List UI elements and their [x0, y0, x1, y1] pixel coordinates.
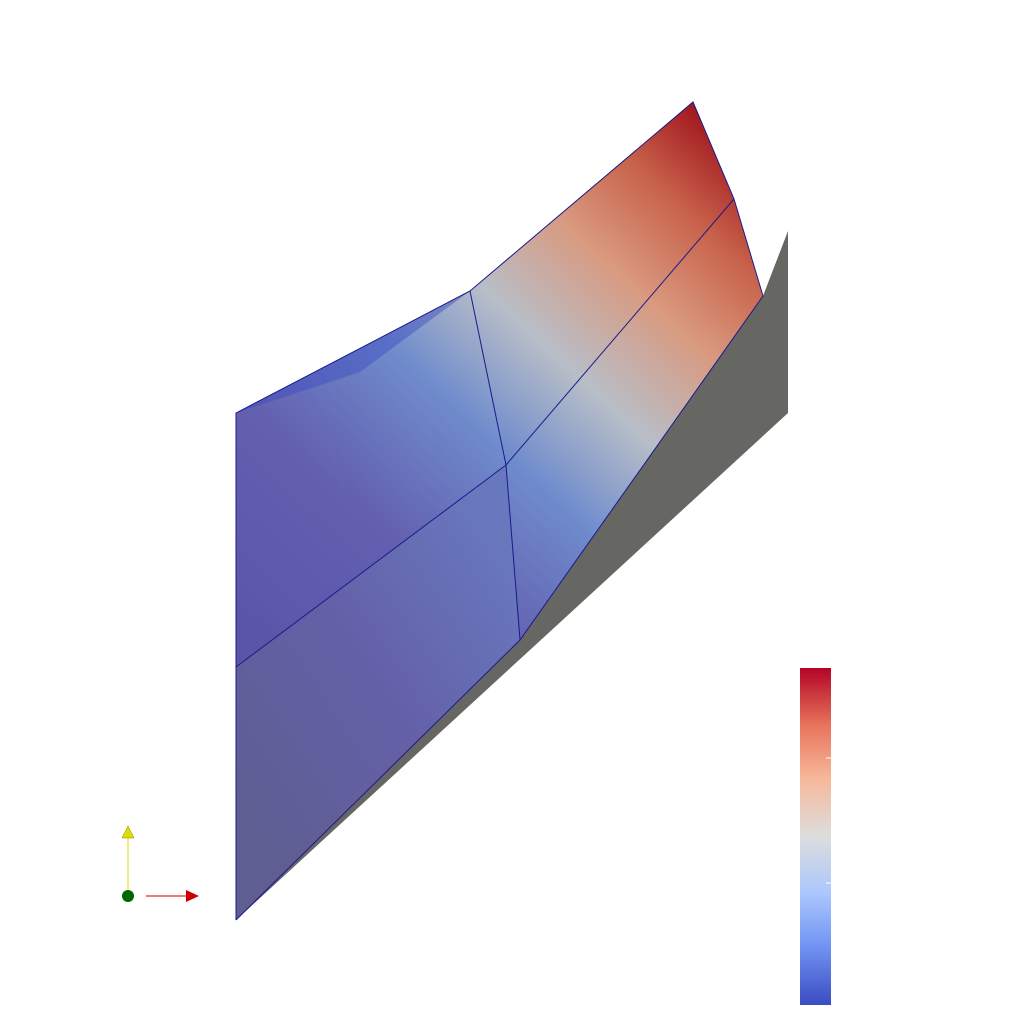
mesh-edges [235, 101, 764, 921]
deformed-surface-lower[interactable] [236, 465, 520, 920]
mesh-outline [235, 101, 764, 921]
z-axis-dot-icon [122, 890, 134, 902]
mesh-edge-vertical [469, 290, 507, 466]
y-axis-arrow-icon [121, 825, 135, 839]
mesh-edge-vertical [505, 464, 521, 641]
color-legend[interactable] [800, 668, 831, 1005]
color-legend-bar[interactable] [800, 668, 831, 1005]
x-axis-arrow-icon [186, 890, 199, 902]
orientation-axes[interactable] [121, 825, 199, 902]
mesh-edge-diagonal [505, 198, 735, 466]
deformed-surface-upper[interactable] [236, 102, 763, 667]
mesh-edge-diagonal [235, 464, 507, 668]
color-legend-ticks [826, 757, 831, 884]
